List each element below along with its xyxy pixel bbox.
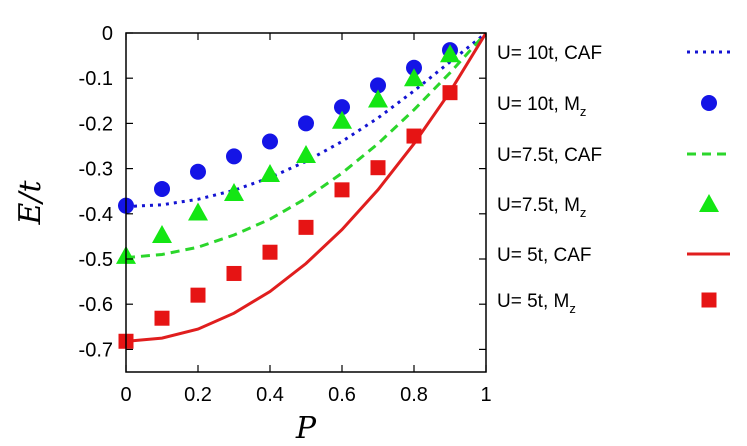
legend-label: U= 5t, Mz <box>497 291 576 316</box>
y-tick-label: -0.4 <box>79 204 113 226</box>
legend-entry-0: U= 10t, CAF <box>497 43 730 64</box>
data-point-square <box>370 160 386 176</box>
data-point-square <box>298 219 314 235</box>
y-tick-label: 0 <box>102 23 113 45</box>
legend-label: U= 10t, Mz <box>497 94 586 119</box>
data-point-triangle <box>152 225 172 244</box>
data-point-triangle <box>404 68 424 87</box>
y-tick-label: -0.6 <box>79 294 113 316</box>
legend-entry-4: U= 5t, CAF <box>497 245 730 266</box>
legend-entry-5: U= 5t, Mz <box>497 291 717 316</box>
data-point-square <box>154 310 170 326</box>
data-point-square <box>334 182 350 198</box>
x-tick-label: 0 <box>120 384 131 406</box>
data-point-triangle <box>188 202 208 221</box>
y-tick-label: -0.1 <box>79 68 113 90</box>
data-point-square <box>406 128 422 144</box>
axes: 0 0.2 0.4 0.6 0.8 1 0 -0.1 -0.2 -0.3 -0.4 -0.5 -0.6 -… <box>13 23 492 446</box>
legend-label-main: U= 5t, M <box>497 291 569 312</box>
data-point-triangle <box>440 44 460 63</box>
data-point-circle <box>406 59 422 76</box>
data-point-triangle <box>368 89 388 108</box>
data-point-circle <box>226 148 242 165</box>
y-tick-label: -0.5 <box>79 249 113 271</box>
legend-label-main: U= 5t, CAF <box>497 245 592 266</box>
series-5 <box>118 85 458 349</box>
legend-label-main: U= 10t, CAF <box>497 43 602 64</box>
series-line-4 <box>126 33 486 343</box>
data-point-circle <box>370 77 386 94</box>
legend-label-subscript: z <box>580 104 587 119</box>
data-point-triangle <box>332 110 352 129</box>
data-point-circle <box>154 180 170 197</box>
x-tick-label: 0.6 <box>328 384 356 406</box>
data-point-square <box>262 244 278 260</box>
y-tick-label: -0.7 <box>79 339 113 361</box>
legend-entry-2: U=7.5t, CAF <box>497 145 730 166</box>
data-point-triangle <box>224 183 244 202</box>
legend-entry-3: U=7.5t, Mz <box>497 194 719 220</box>
series-4 <box>126 33 486 343</box>
legend-label: U=7.5t, CAF <box>497 145 602 166</box>
data-point-triangle <box>296 145 316 164</box>
series-line-2 <box>126 33 486 260</box>
series-3 <box>116 44 460 264</box>
x-axis-title: P <box>295 411 317 446</box>
y-axis-title: E/t <box>13 180 48 226</box>
data-point-circle <box>190 163 206 180</box>
data-point-circle <box>334 99 350 116</box>
legend-label-main: U=7.5t, CAF <box>497 145 602 166</box>
legend-label-subscript: z <box>580 205 587 220</box>
series-layer <box>116 33 486 349</box>
x-tick-label: 0.4 <box>256 384 284 406</box>
legend-swatch-square <box>701 292 717 308</box>
data-point-triangle <box>260 164 280 183</box>
legend-label: U= 5t, CAF <box>497 245 592 266</box>
series-2 <box>126 33 486 260</box>
series-1 <box>118 42 458 214</box>
plot-frame <box>125 32 487 373</box>
legend-label-main: U= 10t, M <box>497 94 580 115</box>
data-point-square <box>190 287 206 303</box>
legend-label-subscript: z <box>569 301 576 316</box>
x-tick-label: 0.2 <box>184 384 212 406</box>
legend-label: U=7.5t, Mz <box>497 195 586 220</box>
y-tick-label: -0.3 <box>79 159 113 181</box>
legend-swatch-triangle <box>699 194 719 212</box>
x-tick-label: 0.8 <box>400 384 428 406</box>
data-point-square <box>226 265 242 281</box>
data-point-circle <box>262 133 278 150</box>
legend-entry-1: U= 10t, Mz <box>497 94 717 119</box>
legend-label-main: U=7.5t, M <box>497 195 580 216</box>
legend-label: U= 10t, CAF <box>497 43 602 64</box>
data-point-square <box>442 85 458 101</box>
x-tick-label: 1 <box>480 384 491 406</box>
legend-swatch-circle <box>701 95 717 111</box>
y-tick-label: -0.2 <box>79 113 113 135</box>
data-point-circle <box>298 115 314 132</box>
